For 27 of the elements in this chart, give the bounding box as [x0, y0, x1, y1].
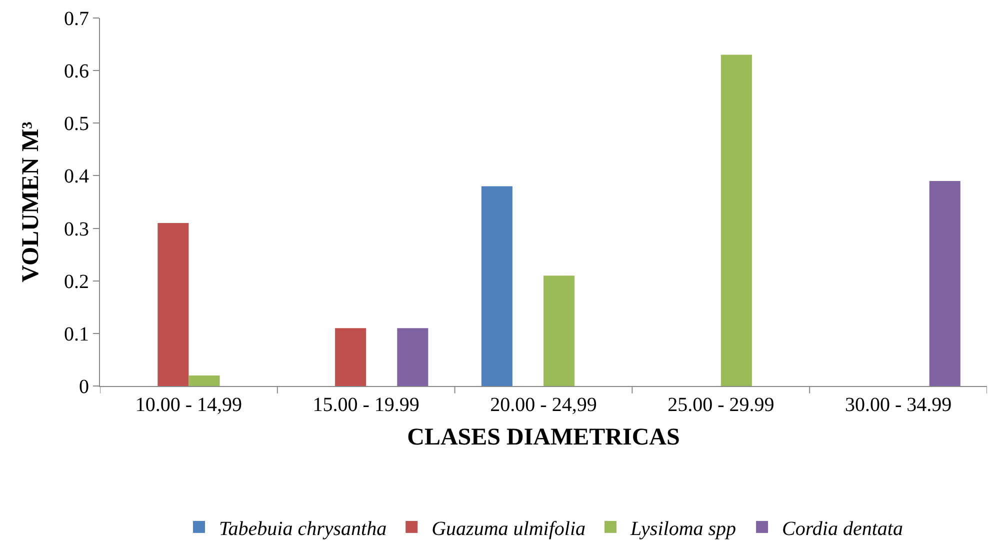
y-tick-label: 0.6 [64, 60, 89, 83]
y-tick-label: 0 [79, 376, 89, 398]
bar [335, 328, 366, 386]
y-tick-label: 0.4 [64, 166, 89, 188]
y-axis-title: VOLUMEN M³ [18, 122, 44, 282]
y-tick-label: 0.2 [64, 270, 89, 293]
x-tick-label: 10.00 - 14,99 [135, 394, 242, 416]
x-axis-title: CLASES DIAMETRICAS [407, 424, 680, 450]
legend-label: Tabebuia chrysantha [219, 518, 387, 540]
bar [720, 54, 752, 386]
y-tick-label: 0.3 [64, 218, 89, 240]
x-tick-label: 25.00 - 29.99 [668, 394, 774, 416]
bar [544, 276, 575, 386]
x-tick-label: 20.00 - 24,99 [490, 394, 597, 416]
y-tick-label: 0.7 [64, 8, 89, 30]
bar [188, 375, 220, 386]
x-tick-label: 30.00 - 34.99 [844, 394, 952, 416]
legend-label: Guazuma ulmifolia [432, 518, 586, 540]
y-tick-label: 0.5 [64, 113, 89, 136]
bar [929, 180, 960, 386]
bar [158, 223, 189, 386]
legend-label: Lysiloma spp [630, 518, 736, 540]
y-tick-label: 0.1 [64, 323, 89, 346]
legend-label: Cordia dentata [782, 518, 903, 540]
bar [481, 186, 512, 386]
bar [397, 328, 428, 386]
x-tick-label: 15.00 - 19.99 [312, 394, 420, 416]
